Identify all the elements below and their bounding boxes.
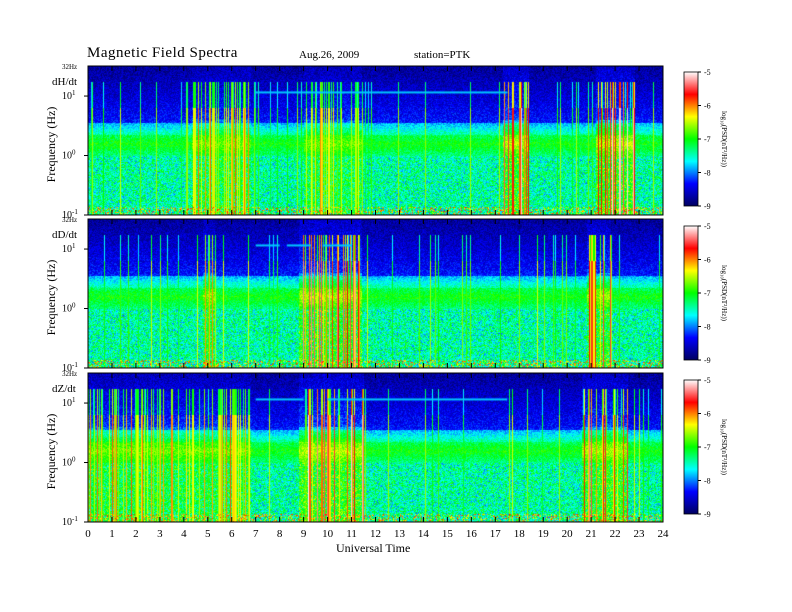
x-axis-label: Universal Time bbox=[336, 541, 411, 555]
x-tick-label: 12 bbox=[370, 528, 381, 540]
y-tick-label: 101 bbox=[62, 242, 76, 255]
colorbar-tick-label: -9 bbox=[704, 510, 711, 519]
colorbar-tick-label: -9 bbox=[704, 356, 711, 365]
date-label: Aug.26, 2009 bbox=[299, 49, 360, 61]
colorbar-tick-label: -6 bbox=[704, 102, 711, 111]
colorbar-gradient bbox=[683, 71, 699, 207]
spectrogram-panel: dZ/dt 32Hz Frequency (Hz) 101 100 10-1 bbox=[44, 370, 664, 528]
x-axis: 0 1 2 3 4 5 6 7 8 9 10 11 12 13 14 15 16 17 18 19 20 21 22 23 24 bbox=[85, 528, 669, 540]
colorbar-tick-label: -8 bbox=[704, 323, 711, 332]
colorbar-tick-label: -8 bbox=[704, 477, 711, 486]
colorbar-gradient bbox=[683, 225, 699, 361]
colorbar-tick-label: -6 bbox=[704, 410, 711, 419]
colorbar: -5 -6 -7 -8 -9 log₁₀(PSD(nT²/Hz)) bbox=[683, 376, 728, 519]
x-tick-label: 5 bbox=[205, 528, 211, 540]
x-tick-label: 2 bbox=[133, 528, 139, 540]
station-label: station=PTK bbox=[414, 49, 471, 61]
x-tick-label: 3 bbox=[157, 528, 163, 540]
spectrogram-panel: dH/dt 32Hz Frequency (Hz) 101 100 10-1 bbox=[44, 63, 664, 221]
colorbar-tick-label: -7 bbox=[704, 289, 711, 298]
x-tick-label: 6 bbox=[229, 528, 235, 540]
x-tick-label: 21 bbox=[586, 528, 597, 540]
y-tick-label: 100 bbox=[62, 302, 76, 315]
panel-label: dZ/dt bbox=[52, 383, 76, 395]
y-tick-label: 100 bbox=[62, 149, 76, 162]
figure-title: Magnetic Field Spectra bbox=[87, 45, 238, 61]
x-tick-label: 13 bbox=[394, 528, 406, 540]
panel-top-freq-label: 32Hz bbox=[62, 216, 77, 224]
x-tick-label: 16 bbox=[466, 528, 478, 540]
x-tick-label: 10 bbox=[322, 528, 334, 540]
colorbar-tick-label: -9 bbox=[704, 202, 711, 211]
spectrogram-image bbox=[88, 373, 663, 522]
x-tick-label: 17 bbox=[490, 528, 502, 540]
colorbar-tick-label: -5 bbox=[704, 68, 711, 77]
panel-top-freq-label: 32Hz bbox=[62, 63, 77, 71]
y-tick-label: 10-1 bbox=[62, 208, 78, 221]
colorbar: -5 -6 -7 -8 -9 log₁₀(PSD(nT²/Hz)) bbox=[683, 222, 728, 365]
x-tick-label: 4 bbox=[181, 528, 187, 540]
y-axis-label: Frequency (Hz) bbox=[44, 107, 58, 183]
colorbar-label: log₁₀(PSD(nT²/Hz)) bbox=[720, 265, 728, 322]
colorbar-gradient bbox=[683, 379, 699, 515]
x-tick-label: 18 bbox=[514, 528, 526, 540]
x-tick-label: 9 bbox=[301, 528, 307, 540]
x-tick-label: 19 bbox=[538, 528, 550, 540]
colorbar-tick-label: -5 bbox=[704, 222, 711, 231]
colorbar-tick-label: -7 bbox=[704, 443, 711, 452]
x-tick-label: 24 bbox=[658, 528, 670, 540]
x-tick-label: 1 bbox=[109, 528, 115, 540]
x-tick-label: 11 bbox=[346, 528, 357, 540]
colorbar-tick-label: -7 bbox=[704, 135, 711, 144]
spectrogram-panel: dD/dt 32Hz Frequency (Hz) 101 100 10-1 bbox=[44, 216, 664, 374]
colorbar: -5 -6 -7 -8 -9 log₁₀(PSD(nT²/Hz)) bbox=[683, 68, 728, 211]
y-tick-label: 10-1 bbox=[62, 361, 78, 374]
x-tick-label: 7 bbox=[253, 528, 259, 540]
colorbar-label: log₁₀(PSD(nT²/Hz)) bbox=[720, 111, 728, 168]
y-axis-label: Frequency (Hz) bbox=[44, 414, 58, 490]
spectrogram-image bbox=[88, 219, 663, 368]
y-tick-label: 10-1 bbox=[62, 515, 78, 528]
y-tick-label: 100 bbox=[62, 456, 76, 469]
panel-top-freq-label: 32Hz bbox=[62, 370, 77, 378]
colorbar-tick-label: -8 bbox=[704, 169, 711, 178]
x-tick-label: 8 bbox=[277, 528, 283, 540]
panel-label: dD/dt bbox=[52, 229, 77, 241]
colorbar-tick-label: -6 bbox=[704, 256, 711, 265]
spectrogram-image bbox=[88, 66, 663, 215]
x-tick-label: 20 bbox=[562, 528, 574, 540]
y-tick-label: 101 bbox=[62, 396, 76, 409]
colorbar-label: log₁₀(PSD(nT²/Hz)) bbox=[720, 419, 728, 476]
y-axis-label: Frequency (Hz) bbox=[44, 260, 58, 336]
x-tick-label: 23 bbox=[634, 528, 646, 540]
x-tick-label: 0 bbox=[85, 528, 91, 540]
x-tick-label: 14 bbox=[418, 528, 430, 540]
x-tick-label: 22 bbox=[610, 528, 621, 540]
colorbar-tick-label: -5 bbox=[704, 376, 711, 385]
y-tick-label: 101 bbox=[62, 89, 76, 102]
panel-label: dH/dt bbox=[52, 76, 77, 88]
x-tick-label: 15 bbox=[442, 528, 454, 540]
